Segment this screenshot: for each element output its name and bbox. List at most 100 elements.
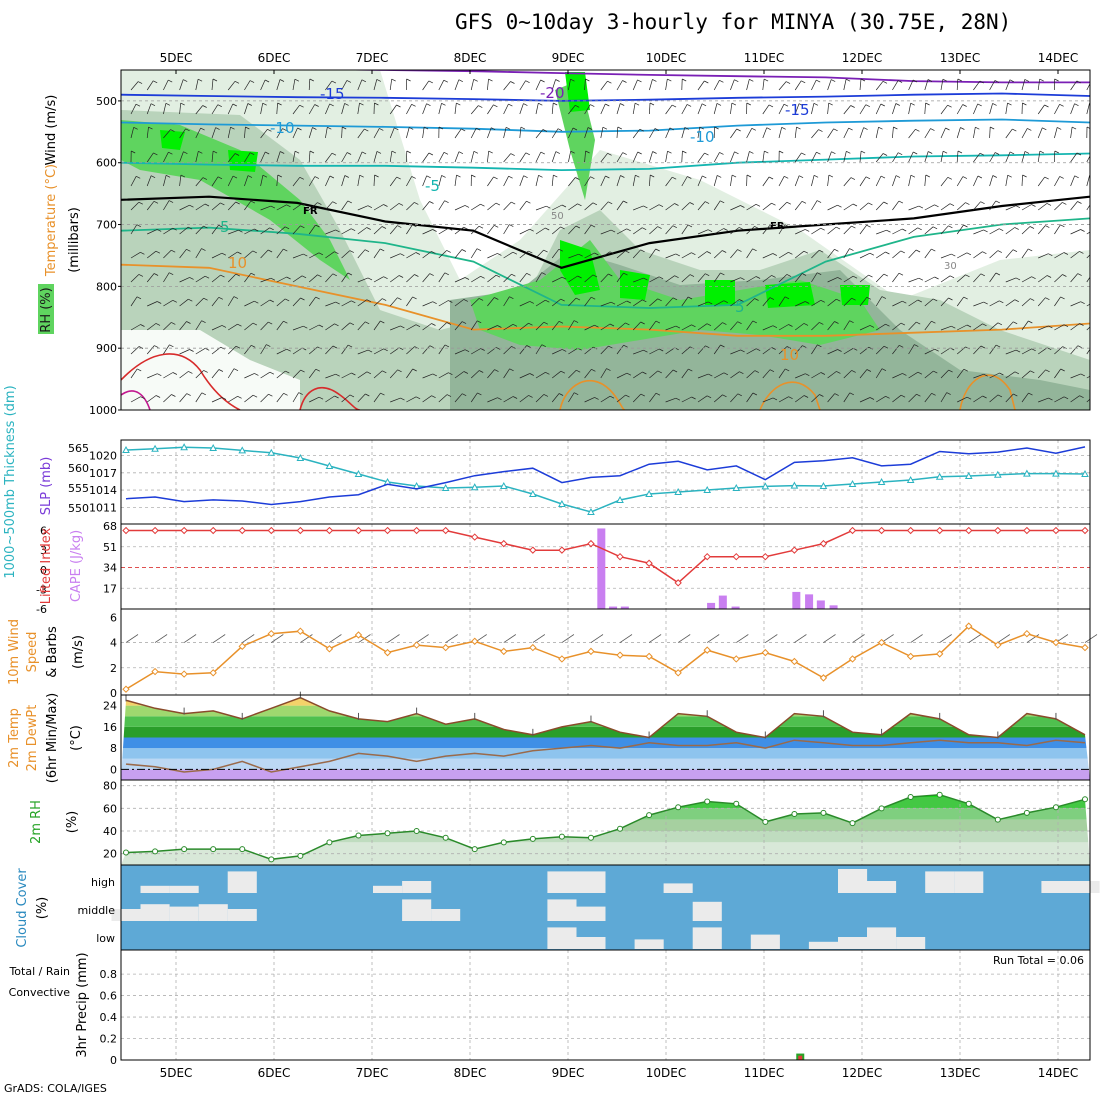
wind-barb xyxy=(276,174,279,187)
wind-barb xyxy=(168,151,173,155)
wind-barb xyxy=(697,345,706,355)
wind-barb xyxy=(616,300,627,307)
wind-barb xyxy=(252,322,258,326)
wind-barb xyxy=(332,201,337,205)
wind-barb xyxy=(357,79,363,91)
wind-barb xyxy=(201,248,206,251)
wind-barb xyxy=(153,200,159,204)
wind-barb xyxy=(876,251,886,259)
wind-barb xyxy=(422,229,433,235)
wind-barb xyxy=(945,127,950,131)
wind-barb xyxy=(347,344,353,348)
wind-barb xyxy=(973,152,981,163)
date-label-top: 7DEC xyxy=(356,51,389,65)
lifted-index-line-point xyxy=(151,526,159,535)
wind-barb xyxy=(1013,393,1018,397)
wind-barb xyxy=(373,128,380,139)
wind-barb xyxy=(519,373,530,379)
wind-barb xyxy=(924,393,932,403)
cape-tick-label: 34 xyxy=(103,562,117,575)
wind-barb xyxy=(811,175,815,187)
wind-barb xyxy=(1084,634,1098,643)
wind-barb xyxy=(422,201,430,211)
wind-barb xyxy=(860,150,866,154)
wind-barb xyxy=(600,103,606,115)
wind-barb xyxy=(734,79,739,83)
wind-barb xyxy=(620,175,625,178)
wind-barb xyxy=(788,251,793,255)
wind-barb xyxy=(649,102,651,115)
wind-barb xyxy=(947,176,952,180)
thickness-line-point xyxy=(645,489,653,497)
wind-barb xyxy=(458,151,464,155)
wind-barb xyxy=(811,200,818,211)
wind-barb xyxy=(1086,375,1090,379)
wind-barb xyxy=(495,274,501,278)
wind-barb xyxy=(195,248,202,259)
wind-barb xyxy=(140,324,145,327)
wind-barb xyxy=(406,368,413,379)
lifted-index-line-point xyxy=(587,539,595,548)
wind-barb xyxy=(850,105,855,108)
wind-barb xyxy=(892,300,903,307)
wind-barb xyxy=(568,151,572,163)
wind-barb xyxy=(866,296,871,300)
wind-barb xyxy=(276,276,287,283)
wind-barb xyxy=(374,102,379,106)
wind-barb xyxy=(341,300,352,307)
date-label-bottom: 8DEC xyxy=(454,1066,487,1080)
wind-barb xyxy=(1070,323,1080,331)
wind-barb xyxy=(900,322,906,326)
wind-barb xyxy=(811,249,820,259)
wind-barb xyxy=(140,251,145,255)
contour-label: 5 xyxy=(220,218,230,236)
wind-barb xyxy=(479,370,484,373)
wind-barb xyxy=(269,227,274,231)
wind-barb xyxy=(977,175,983,179)
wind-barb xyxy=(470,151,475,163)
wind-barb xyxy=(584,397,595,403)
wind-barb xyxy=(1007,102,1012,106)
wind-barb xyxy=(179,298,189,307)
wind-barb xyxy=(892,152,899,163)
wind-barb xyxy=(429,345,434,349)
axis-label-rh-units: (%) xyxy=(65,811,80,834)
wind-barb xyxy=(642,371,647,375)
wind-barb xyxy=(551,175,554,187)
wind-barb xyxy=(1070,80,1078,91)
wind-barb xyxy=(994,80,1000,83)
rh-line-point xyxy=(413,828,420,834)
lifted-index-line xyxy=(126,529,1085,584)
wind-barb xyxy=(383,276,388,280)
wind-barb xyxy=(286,276,291,280)
wind-barb xyxy=(762,202,772,211)
wind-barb xyxy=(195,370,204,379)
cloud-bar xyxy=(634,939,664,949)
wind-barb xyxy=(294,78,300,82)
wind-barb xyxy=(470,298,480,307)
wind-barb xyxy=(963,368,968,372)
wind-barb xyxy=(561,276,567,280)
wind-barb xyxy=(794,634,807,643)
wind-barb xyxy=(623,344,628,348)
wind-barb xyxy=(188,371,193,374)
wind-barb xyxy=(999,372,1004,376)
wind-barb xyxy=(179,79,184,91)
wind-barb xyxy=(557,128,563,132)
wind-barb xyxy=(1005,128,1013,139)
wind-barb xyxy=(357,277,369,283)
cloud-bar xyxy=(576,937,606,949)
wind-barb xyxy=(691,324,696,328)
wind-speed-line-point xyxy=(994,641,1002,649)
wind-barb xyxy=(487,397,498,403)
wind-barb xyxy=(697,251,708,259)
wind-barb xyxy=(431,395,436,399)
wind-barb xyxy=(585,150,590,154)
wind-barb xyxy=(487,225,495,235)
contour-label: -10 xyxy=(690,128,715,146)
temp-tick-label: 0 xyxy=(110,763,117,776)
wind-barb xyxy=(754,298,759,301)
precip-frame xyxy=(120,949,1091,1061)
wind-barb xyxy=(292,104,300,115)
